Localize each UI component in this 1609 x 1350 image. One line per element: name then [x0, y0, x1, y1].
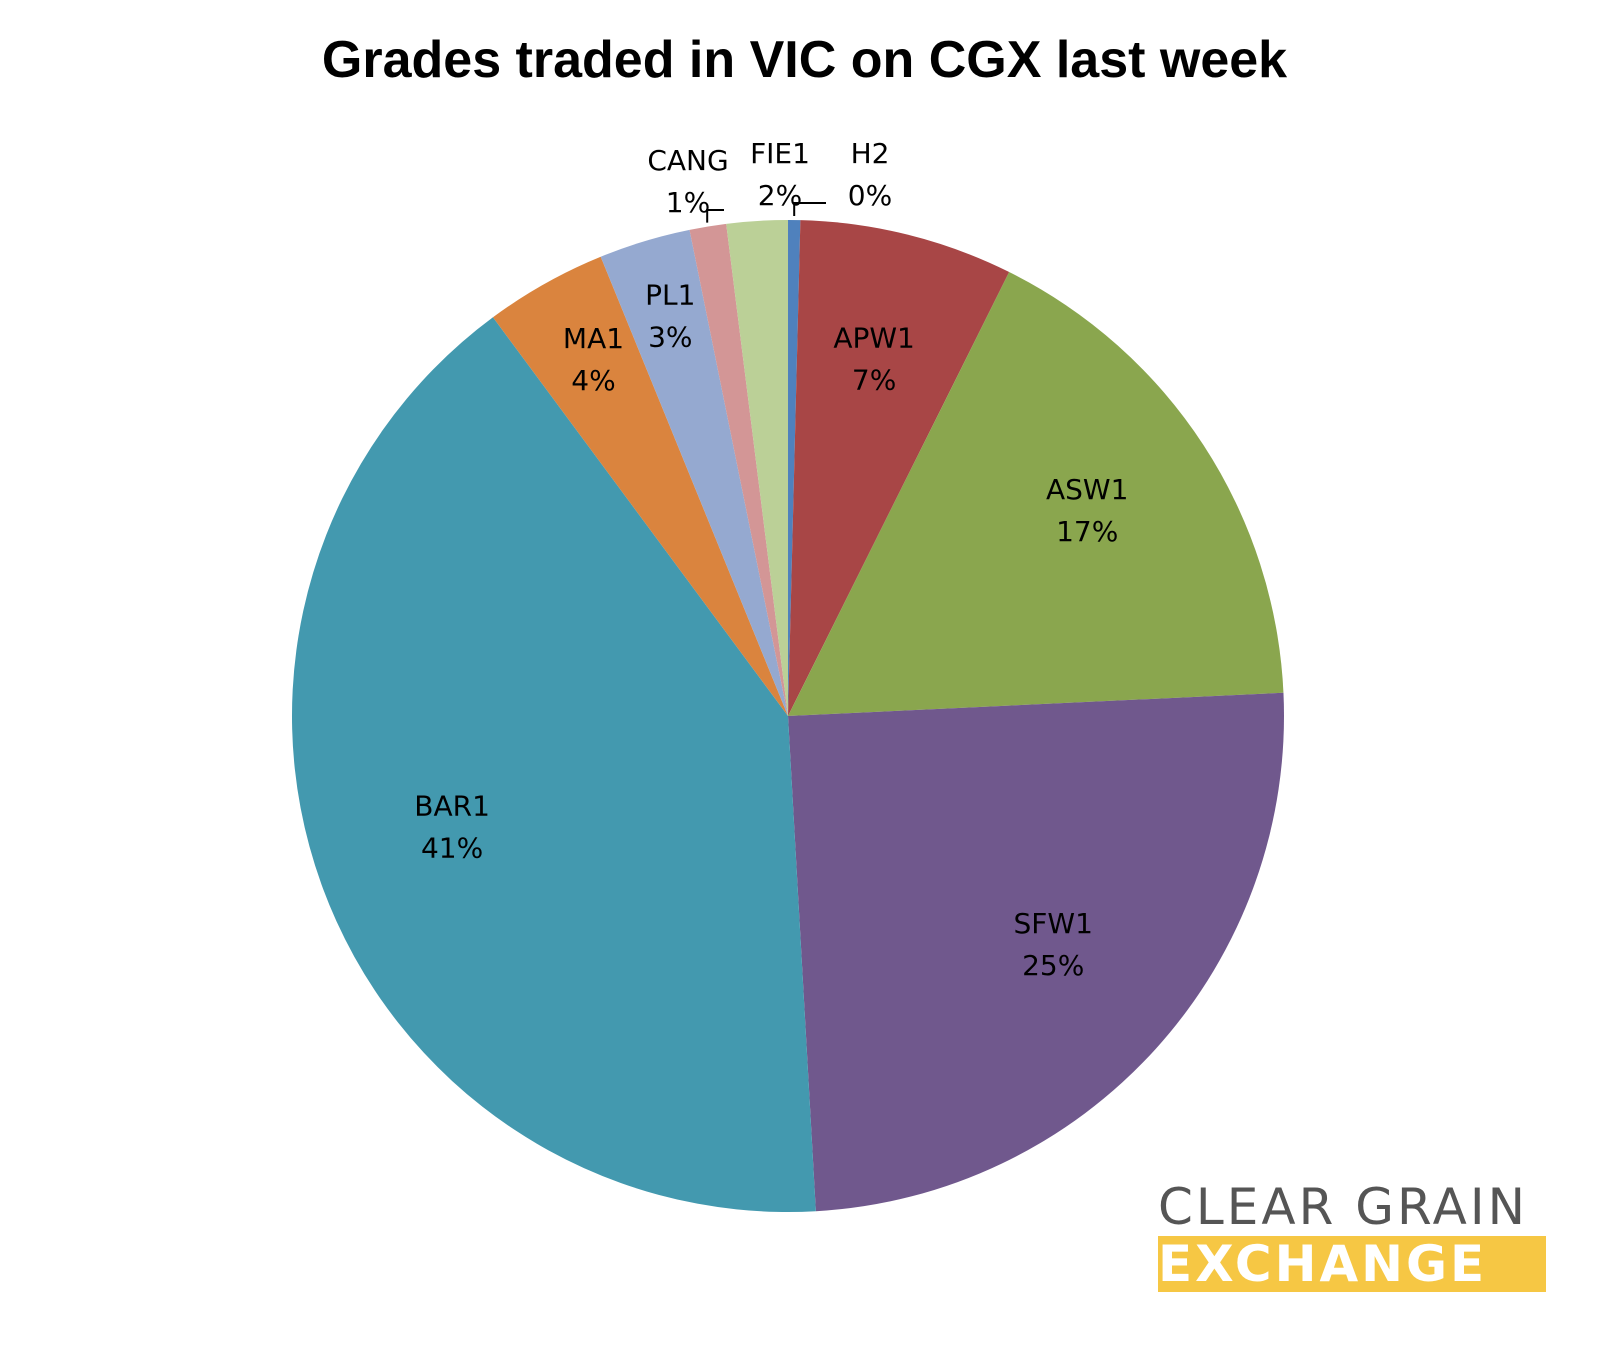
logo-line1: CLEAR GRAIN: [1158, 1178, 1529, 1236]
slice-percent-h2: 0%: [848, 179, 892, 212]
slice-fie1: [726, 220, 788, 716]
slice-pl1: [600, 229, 788, 716]
slice-cang: [689, 223, 788, 717]
slice-percent-ma1: 4%: [571, 364, 615, 397]
slice-h2: [788, 219, 801, 716]
slice-percent-apw1: 7%: [852, 363, 896, 396]
pie-slices: [291, 219, 1285, 1213]
leader-line-cang: [706, 209, 724, 223]
slice-percent-pl1: 3%: [648, 321, 692, 354]
slice-percent-fie1: 2%: [758, 179, 802, 212]
slice-percent-cang: 1%: [666, 186, 710, 219]
slice-percent-bar1: 41%: [421, 831, 483, 864]
slice-label-asw1: ASW1: [1046, 473, 1128, 506]
slice-sfw1: [788, 692, 1285, 1212]
slice-label-apw1: APW1: [833, 321, 915, 354]
slice-label-cang: CANG: [647, 144, 728, 177]
chart-title: Grades traded in VIC on CGX last week: [321, 31, 1288, 89]
slice-label-ma1: MA1: [563, 322, 624, 355]
slice-label-fie1: FIE1: [750, 137, 810, 170]
slice-label-bar1: BAR1: [414, 789, 490, 822]
slice-label-h2: H2: [851, 137, 890, 170]
slice-ma1: [492, 256, 788, 716]
slice-label-sfw1: SFW1: [1014, 907, 1093, 940]
logo-line2: EXCHANGE: [1158, 1236, 1546, 1292]
slice-asw1: [788, 272, 1284, 716]
clear-grain-exchange-logo: CLEAR GRAIN EXCHANGE: [1158, 1182, 1558, 1292]
leader-line-h2: [793, 202, 826, 216]
slice-bar1: [291, 317, 816, 1213]
slice-labels: H2 0% APW1 7% ASW1 17% SFW1 25% BAR1 41% MA1 4% PL1 3…: [414, 137, 1128, 982]
slice-apw1: [788, 220, 1010, 716]
slice-percent-asw1: 17%: [1056, 515, 1118, 548]
slice-percent-sfw1: 25%: [1022, 949, 1084, 982]
slice-label-pl1: PL1: [645, 279, 695, 312]
leader-lines: [706, 202, 826, 223]
